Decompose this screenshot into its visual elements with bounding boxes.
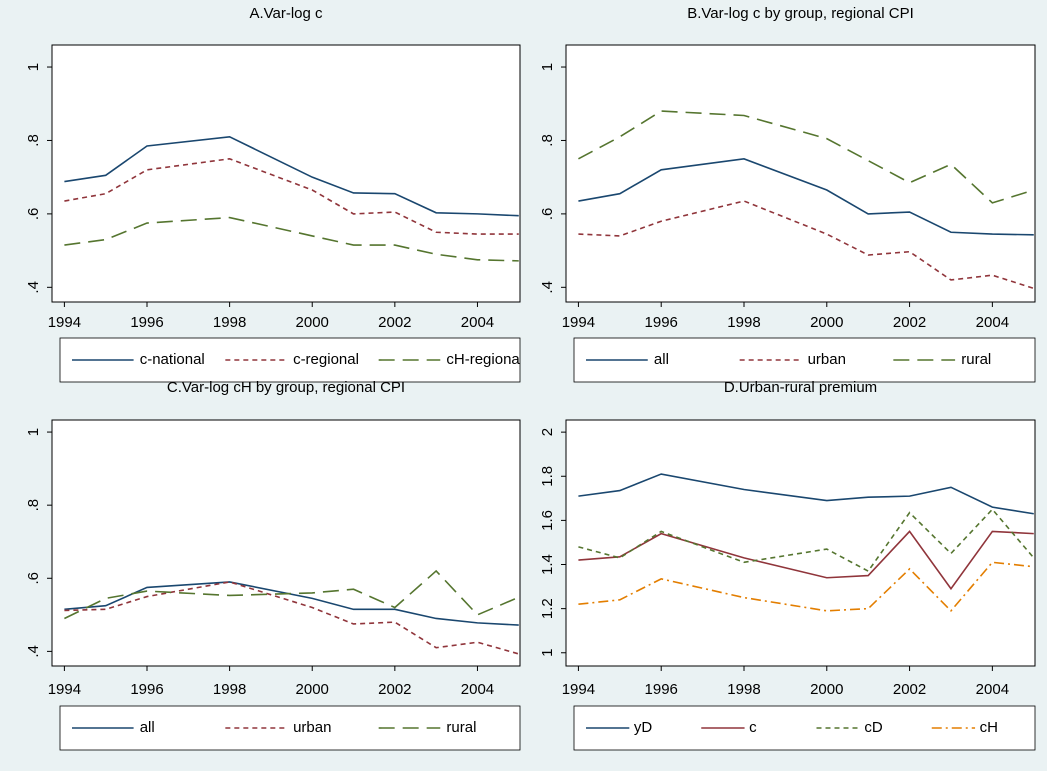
x-tick-label: 1998	[213, 681, 246, 698]
y-tick-label: .6	[25, 208, 42, 221]
series-line	[578, 508, 1035, 573]
plot-area	[51, 419, 521, 667]
x-tick-label: 2002	[893, 681, 926, 698]
x-tick-label: 1994	[562, 681, 595, 698]
chart-title: A.Var-log c	[249, 5, 323, 22]
x-tick-label: 1994	[48, 314, 81, 331]
y-tick-label: .8	[539, 134, 556, 147]
plot-area	[565, 44, 1036, 303]
x-tick-label: 2002	[378, 681, 411, 698]
series-line	[64, 157, 519, 235]
x-tick-label: 2004	[976, 681, 1009, 698]
legend-label: c-regional	[293, 351, 359, 368]
x-tick-label: 1996	[130, 681, 163, 698]
y-tick-label: 1.4	[539, 554, 556, 575]
x-tick-label: 2002	[378, 314, 411, 331]
x-tick-label: 2004	[976, 314, 1009, 331]
y-tick-label: .8	[25, 134, 42, 147]
x-tick-label: 2000	[810, 681, 843, 698]
y-tick-label: .4	[25, 281, 42, 294]
legend	[59, 337, 521, 383]
x-tick-label: 1996	[645, 681, 678, 698]
series-line	[64, 569, 520, 620]
series-line	[64, 135, 519, 217]
x-tick-label: 2000	[810, 314, 843, 331]
x-tick-label: 1994	[562, 314, 595, 331]
chart-title: C.Var-log cH by group, regional CPI	[167, 379, 405, 396]
legend	[59, 705, 521, 751]
legend-label: cH	[980, 719, 998, 736]
x-tick-label: 1998	[727, 314, 760, 331]
legend-label: urban	[808, 351, 846, 368]
plot-area	[565, 419, 1036, 667]
y-tick-label: 1	[539, 649, 556, 657]
legend-label: cH-regiona	[446, 351, 520, 368]
legend-label: yD	[634, 719, 653, 736]
legend-label: urban	[293, 719, 331, 736]
legend-label: rural	[961, 351, 991, 368]
x-tick-label: 1996	[645, 314, 678, 331]
series-line	[578, 157, 1034, 236]
y-tick-label: 1	[25, 63, 42, 71]
series-line	[578, 561, 1034, 613]
series-line	[64, 216, 519, 262]
series-line	[578, 200, 1035, 290]
x-tick-label: 2004	[461, 314, 494, 331]
legend-label: c	[749, 719, 757, 736]
y-tick-label: .4	[25, 645, 42, 658]
legend	[573, 337, 1036, 383]
y-tick-label: .4	[539, 281, 556, 294]
legend-label: rural	[446, 719, 476, 736]
x-tick-label: 1996	[130, 314, 163, 331]
y-tick-label: 1.8	[539, 466, 556, 487]
y-tick-label: .8	[25, 499, 42, 512]
x-tick-label: 1994	[48, 681, 81, 698]
x-tick-label: 2004	[461, 681, 494, 698]
legend-label: all	[654, 351, 669, 368]
y-tick-label: .6	[539, 208, 556, 221]
legend-label: all	[140, 719, 155, 736]
x-tick-label: 2002	[893, 314, 926, 331]
y-tick-label: .6	[25, 572, 42, 585]
series-line	[578, 473, 1034, 515]
series-line	[64, 581, 519, 626]
y-tick-label: 1	[539, 63, 556, 71]
x-tick-label: 1998	[727, 681, 760, 698]
y-tick-label: 1.6	[539, 510, 556, 531]
chart-title: B.Var-log c by group, regional CPI	[687, 5, 914, 22]
chart-title: D.Urban-rural premium	[724, 379, 877, 396]
legend-label: c-national	[140, 351, 205, 368]
y-tick-label: 1.2	[539, 598, 556, 619]
x-tick-label: 2000	[296, 314, 329, 331]
x-tick-label: 2000	[296, 681, 329, 698]
legend-label: cD	[864, 719, 883, 736]
y-tick-label: 1	[25, 428, 42, 436]
plot-area	[51, 44, 521, 303]
y-tick-label: 2	[539, 428, 556, 436]
x-tick-label: 1998	[213, 314, 246, 331]
